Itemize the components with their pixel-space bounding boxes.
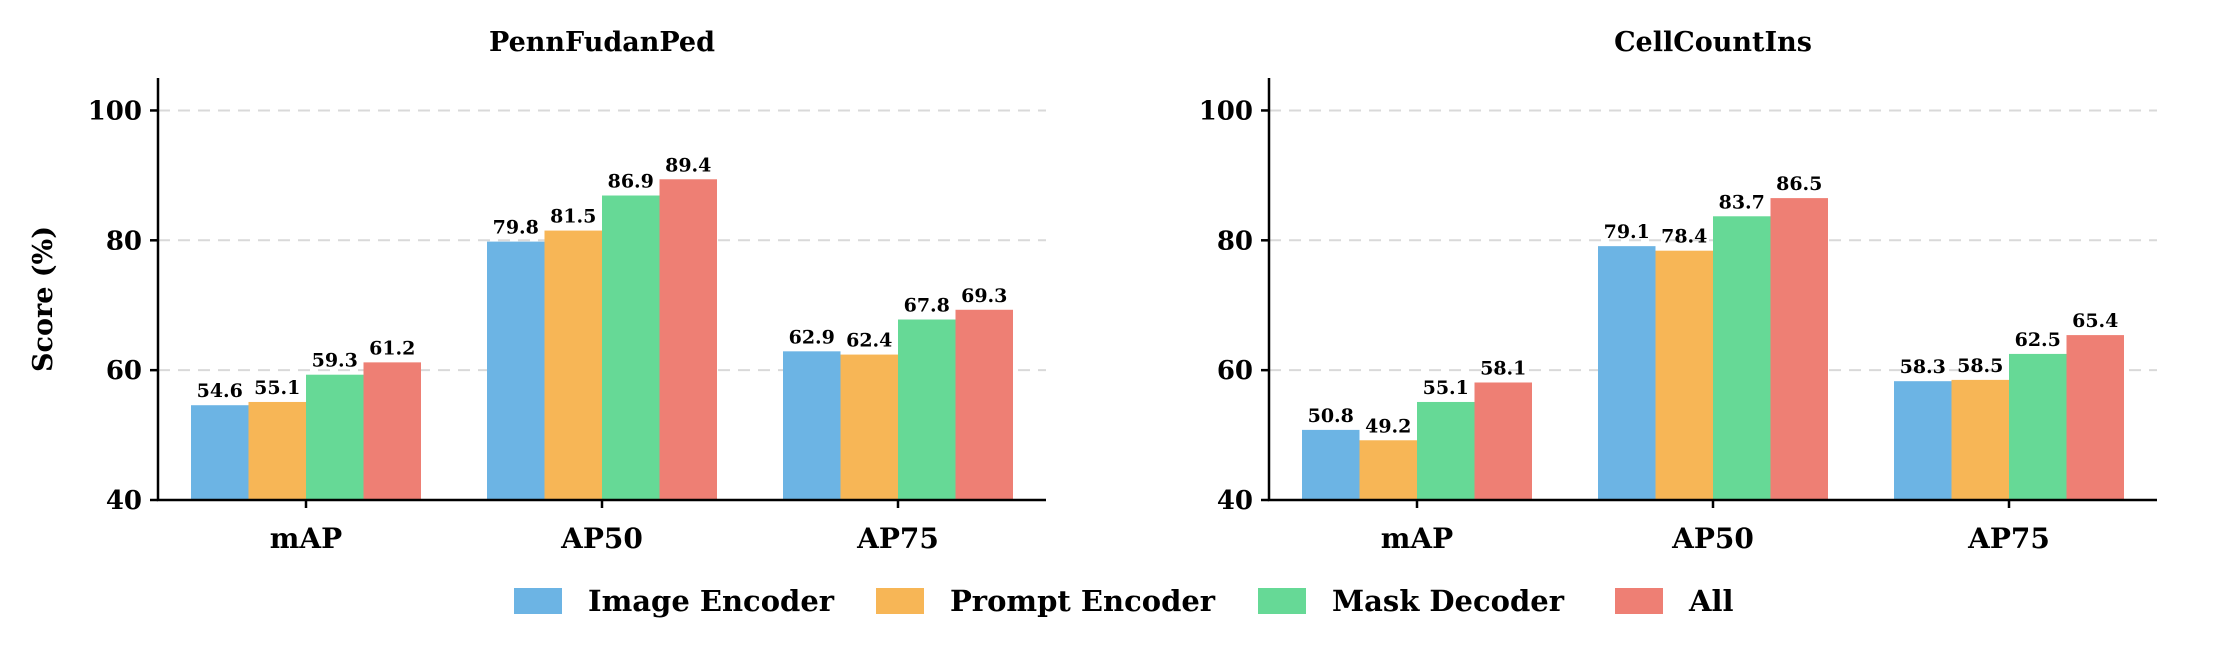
legend-swatch (1615, 588, 1663, 614)
data-label: 83.7 (1719, 191, 1765, 213)
legend-swatch (514, 588, 562, 614)
data-label: 81.5 (550, 206, 596, 228)
data-label: 58.5 (1957, 355, 2003, 377)
data-label: 67.8 (904, 295, 950, 317)
x-tick-label: mAP (270, 522, 342, 555)
x-tick-label: AP75 (1967, 522, 2050, 555)
bar (898, 319, 956, 500)
data-label: 58.1 (1480, 357, 1526, 379)
legend-label: All (1688, 584, 1734, 618)
x-tick-label: AP50 (560, 522, 643, 555)
data-label: 86.9 (608, 171, 654, 193)
legend-label: Mask Decoder (1332, 584, 1565, 618)
data-label: 55.1 (254, 377, 300, 399)
bar (1417, 401, 1475, 500)
bar (248, 401, 306, 500)
bar (191, 405, 249, 500)
data-label: 55.1 (1423, 377, 1469, 399)
bar (1598, 246, 1656, 500)
bar (783, 351, 841, 500)
x-tick-label: AP75 (856, 522, 939, 555)
legend-swatch (876, 588, 924, 614)
bar (363, 362, 421, 500)
data-label: 69.3 (961, 285, 1007, 307)
bar (1655, 250, 1713, 500)
y-tick-label: 100 (88, 96, 142, 126)
bar (1770, 198, 1828, 500)
bar (2066, 335, 2124, 500)
data-label: 79.1 (1604, 221, 1650, 243)
data-label: 61.2 (369, 337, 415, 359)
x-tick-label: mAP (1381, 522, 1453, 555)
y-tick-label: 100 (1199, 96, 1253, 126)
data-label: 62.5 (2015, 329, 2061, 351)
data-label: 89.4 (665, 154, 711, 176)
bar (487, 241, 545, 501)
legend-swatch (1258, 588, 1306, 614)
bar (306, 374, 364, 500)
data-label: 65.4 (2072, 310, 2118, 332)
data-label: 62.9 (789, 326, 835, 348)
bar (1894, 381, 1952, 500)
y-tick-label: 80 (1217, 226, 1253, 256)
data-label: 79.8 (493, 217, 539, 239)
chart-title: CellCountIns (1614, 27, 1812, 58)
legend-label: Prompt Encoder (950, 584, 1216, 618)
bar (1951, 379, 2009, 500)
bar (1302, 429, 1360, 500)
y-tick-label: 40 (1217, 486, 1253, 516)
bar (544, 230, 602, 501)
data-label: 78.4 (1661, 226, 1707, 248)
bar (1713, 216, 1771, 501)
y-axis-label: Score (%) (28, 226, 59, 372)
data-label: 59.3 (312, 350, 358, 372)
x-tick-label: AP50 (1671, 522, 1754, 555)
data-label: 58.3 (1900, 356, 1946, 378)
data-label: 50.8 (1308, 405, 1354, 427)
data-label: 54.6 (197, 380, 243, 402)
y-tick-label: 80 (106, 226, 142, 256)
bar (602, 195, 660, 500)
bar (840, 354, 898, 500)
bar (955, 309, 1013, 500)
legend-label: Image Encoder (588, 584, 835, 618)
bar (1359, 440, 1417, 500)
data-label: 62.4 (846, 330, 892, 352)
data-label: 49.2 (1365, 415, 1411, 437)
y-tick-label: 60 (1217, 356, 1253, 386)
chart-title: PennFudanPed (489, 27, 715, 58)
y-tick-label: 60 (106, 356, 142, 386)
bar (2009, 353, 2067, 500)
y-tick-label: 40 (106, 486, 142, 516)
bar (659, 179, 717, 500)
data-label: 86.5 (1776, 173, 1822, 195)
bar (1474, 382, 1532, 500)
